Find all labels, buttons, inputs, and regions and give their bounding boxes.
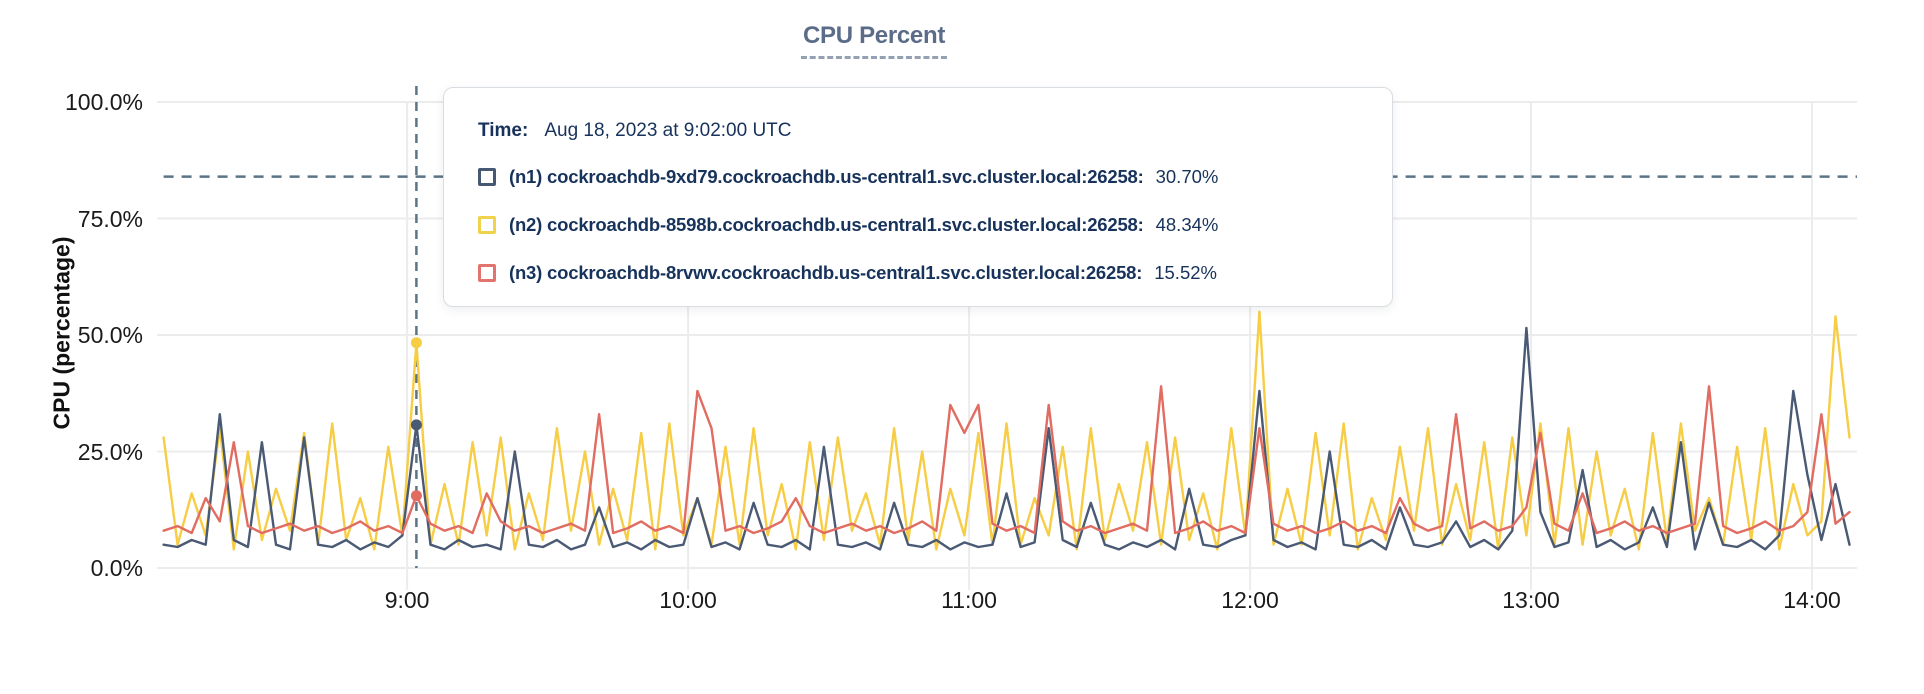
tooltip-time-label: Time:	[478, 120, 529, 141]
tooltip-series-n2-label: (n2) cockroachdb-8598b.cockroachdb.us-ce…	[509, 214, 1144, 235]
x-tick-label: 10:00	[659, 587, 717, 613]
series-line-n3	[162, 385, 1851, 535]
x-tick-label: 11:00	[941, 587, 997, 613]
hover-point-n2	[410, 337, 422, 349]
x-tick-label: 14:00	[1783, 587, 1841, 613]
tooltip-series-n3-label: (n3) cockroachdb-8rvwv.cockroachdb.us-ce…	[509, 262, 1143, 283]
y-tick-label: 100.0%	[64, 89, 143, 115]
tooltip-series-row-n2: (n2) cockroachdb-8598b.cockroachdb.us-ce…	[478, 208, 1368, 242]
tooltip-series-n2-value: 48.34%	[1155, 214, 1219, 235]
y-tick-label: 75.0%	[77, 205, 143, 232]
hover-point-n3	[410, 490, 422, 502]
y-tick-label: 50.0%	[77, 322, 143, 348]
x-tick-label: 13:00	[1502, 587, 1560, 613]
tooltip-series-n1-value: 30.70%	[1155, 166, 1219, 187]
tooltip-series-row-n3: (n3) cockroachdb-8rvwv.cockroachdb.us-ce…	[478, 256, 1368, 290]
x-tick-label: 9:00	[384, 587, 430, 613]
series-line-n1	[162, 326, 1851, 551]
x-tick-label: 12:00	[1221, 587, 1279, 613]
hover-point-n1	[410, 419, 422, 431]
y-tick-label: 0.0%	[90, 555, 143, 581]
chart-title[interactable]: CPU Percent	[800, 22, 948, 59]
tooltip-time-value: Aug 18, 2023 at 9:02:00 UTC	[544, 120, 792, 141]
tooltip-series-n1-label: (n1) cockroachdb-9xd79.cockroachdb.us-ce…	[509, 166, 1144, 187]
series-line-n2	[162, 310, 1851, 551]
y-tick-label: 25.0%	[77, 438, 143, 465]
tooltip-series-row-n1: (n1) cockroachdb-9xd79.cockroachdb.us-ce…	[478, 160, 1368, 194]
hover-tooltip: Time: Aug 18, 2023 at 9:02:00 UTC (n1) c…	[443, 87, 1393, 307]
series-n1-swatch-icon	[478, 168, 496, 186]
series-n2-swatch-icon	[478, 216, 496, 234]
series-n3-swatch-icon	[478, 264, 496, 282]
tooltip-series-n3-value: 15.52%	[1154, 262, 1217, 283]
tooltip-time-row: Time: Aug 18, 2023 at 9:02:00 UTC	[478, 116, 1368, 146]
